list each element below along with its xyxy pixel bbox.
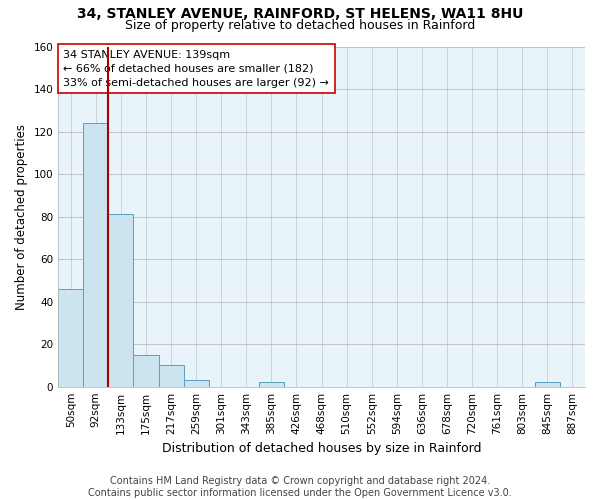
Text: Contains HM Land Registry data © Crown copyright and database right 2024.
Contai: Contains HM Land Registry data © Crown c… (88, 476, 512, 498)
Text: 34 STANLEY AVENUE: 139sqm
← 66% of detached houses are smaller (182)
33% of semi: 34 STANLEY AVENUE: 139sqm ← 66% of detac… (64, 50, 329, 88)
Text: 34, STANLEY AVENUE, RAINFORD, ST HELENS, WA11 8HU: 34, STANLEY AVENUE, RAINFORD, ST HELENS,… (77, 8, 523, 22)
Bar (133, 355, 158, 386)
X-axis label: Distribution of detached houses by size in Rainford: Distribution of detached houses by size … (162, 442, 481, 455)
Bar (184, 380, 209, 386)
Bar (83, 123, 109, 386)
Bar (535, 382, 560, 386)
Bar (158, 366, 184, 386)
Bar (109, 214, 133, 386)
Bar (259, 382, 284, 386)
Text: Size of property relative to detached houses in Rainford: Size of property relative to detached ho… (125, 18, 475, 32)
Bar (58, 289, 83, 386)
Y-axis label: Number of detached properties: Number of detached properties (15, 124, 28, 310)
